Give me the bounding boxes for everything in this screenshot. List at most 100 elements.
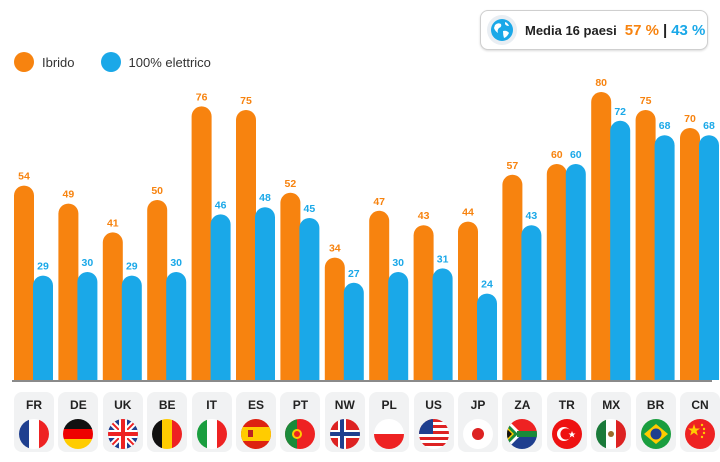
average-label: Media 16 paesi bbox=[525, 22, 617, 38]
country-jp: JP bbox=[458, 392, 498, 452]
country-cn: CN bbox=[680, 392, 720, 452]
flag-norway-icon bbox=[329, 419, 360, 449]
value-label-hybrid-de: 49 bbox=[63, 189, 75, 201]
bar-electric-pl bbox=[388, 272, 409, 380]
country-code: JP bbox=[470, 398, 486, 412]
country-pl: PL bbox=[369, 392, 410, 452]
value-label-hybrid-es: 75 bbox=[240, 95, 252, 107]
bar-electric-za bbox=[521, 225, 542, 380]
bar-hybrid-de bbox=[58, 203, 79, 380]
value-label-hybrid-nw: 34 bbox=[329, 243, 341, 255]
bar-electric-es bbox=[255, 207, 275, 380]
country-nw: NW bbox=[324, 392, 365, 452]
bar-hybrid-us bbox=[413, 225, 434, 380]
flag-spain-icon bbox=[241, 419, 271, 449]
bar-electric-cn bbox=[699, 135, 719, 380]
flag-poland-icon bbox=[374, 419, 405, 449]
bar-electric-us bbox=[432, 268, 453, 380]
bar-hybrid-za bbox=[502, 174, 523, 380]
country-code: ES bbox=[247, 398, 264, 412]
country-code: BR bbox=[646, 398, 665, 412]
flag-mexico-icon bbox=[596, 419, 627, 449]
bar-electric-pt bbox=[299, 218, 320, 380]
value-label-hybrid-fr: 54 bbox=[18, 171, 30, 183]
value-label-hybrid-uk: 41 bbox=[107, 217, 119, 229]
bar-electric-uk bbox=[121, 275, 142, 380]
value-label-electric-tr: 60 bbox=[570, 149, 582, 161]
country-it: IT bbox=[191, 392, 232, 452]
country-code: US bbox=[425, 398, 442, 412]
value-label-electric-es: 48 bbox=[259, 192, 271, 204]
bar-electric-de bbox=[77, 272, 98, 380]
bar-hybrid-es bbox=[236, 110, 256, 380]
flag-brazil-icon bbox=[640, 419, 671, 449]
flag-uk-icon bbox=[107, 419, 138, 449]
value-label-hybrid-tr: 60 bbox=[551, 149, 563, 161]
legend-label-electric: 100% elettrico bbox=[128, 54, 211, 70]
value-label-electric-nw: 27 bbox=[348, 268, 360, 280]
bar-electric-jp bbox=[477, 293, 497, 380]
country-es: ES bbox=[236, 392, 276, 452]
bar-hybrid-pl bbox=[369, 210, 390, 380]
bars-layer bbox=[14, 92, 719, 381]
bar-hybrid-fr bbox=[14, 185, 34, 380]
bar-electric-be bbox=[166, 272, 187, 380]
country-code: NW bbox=[334, 398, 355, 412]
flag-belgium-icon bbox=[152, 419, 183, 449]
flag-germany-icon bbox=[63, 419, 94, 449]
value-label-hybrid-jp: 44 bbox=[462, 207, 474, 219]
value-label-hybrid-za: 57 bbox=[507, 160, 519, 172]
country-code: ZA bbox=[514, 398, 531, 412]
country-code: TR bbox=[558, 398, 575, 412]
bar-electric-nw bbox=[343, 282, 364, 380]
legend-label-hybrid: Ibrido bbox=[42, 54, 75, 70]
country-code: CN bbox=[691, 398, 709, 412]
flag-portugal-icon bbox=[285, 419, 316, 449]
value-label-electric-jp: 24 bbox=[481, 279, 493, 291]
value-label-hybrid-pl: 47 bbox=[373, 196, 385, 208]
value-label-electric-mx: 72 bbox=[614, 106, 626, 118]
bar-electric-fr bbox=[33, 275, 53, 380]
globe-icon bbox=[487, 15, 517, 45]
bar-hybrid-pt bbox=[280, 192, 301, 380]
country-code: UK bbox=[114, 398, 132, 412]
country-code: DE bbox=[70, 398, 87, 412]
bar-electric-tr bbox=[565, 164, 586, 380]
country-code: PL bbox=[381, 398, 397, 412]
country-be: BE bbox=[147, 392, 188, 452]
average-electric-value: 43 % bbox=[671, 21, 706, 39]
value-label-hybrid-it: 76 bbox=[196, 91, 208, 103]
value-label-hybrid-mx: 80 bbox=[595, 77, 607, 89]
bar-hybrid-cn bbox=[680, 128, 700, 380]
average-separator: | bbox=[662, 21, 668, 39]
value-label-hybrid-br: 75 bbox=[640, 95, 652, 107]
value-label-electric-us: 31 bbox=[437, 253, 449, 265]
legend: Ibrido 100% elettrico bbox=[14, 52, 237, 72]
legend-swatch-hybrid bbox=[14, 52, 34, 72]
bar-hybrid-be bbox=[147, 200, 168, 380]
value-label-hybrid-be: 50 bbox=[151, 185, 163, 197]
value-label-electric-za: 43 bbox=[526, 210, 538, 222]
value-label-electric-uk: 29 bbox=[126, 261, 138, 273]
flag-usa-icon bbox=[418, 419, 449, 449]
bar-electric-br bbox=[654, 135, 675, 380]
legend-item-hybrid: Ibrido bbox=[14, 52, 75, 72]
value-label-hybrid-pt: 52 bbox=[285, 178, 297, 190]
value-label-electric-it: 46 bbox=[215, 199, 227, 211]
country-tr: TR bbox=[546, 392, 587, 452]
bar-hybrid-it bbox=[191, 106, 212, 381]
flag-turkey-icon bbox=[551, 419, 582, 449]
flag-south-africa-icon bbox=[507, 419, 538, 449]
value-label-hybrid-cn: 70 bbox=[684, 113, 696, 125]
country-br: BR bbox=[635, 392, 676, 452]
value-label-electric-br: 68 bbox=[659, 120, 671, 132]
country-code: MX bbox=[602, 398, 621, 412]
country-code: FR bbox=[26, 398, 42, 412]
value-label-hybrid-us: 43 bbox=[418, 210, 430, 222]
average-box: Media 16 paesi 57 % | 43 % bbox=[480, 10, 708, 50]
value-label-electric-be: 30 bbox=[170, 257, 182, 269]
country-code: BE bbox=[158, 398, 176, 412]
country-pt: PT bbox=[280, 392, 321, 452]
bar-hybrid-jp bbox=[458, 221, 478, 380]
value-labels-layer: 54 29 49 30 41 29 50 30 76 46 75 48 52 45 34 27 47 30 43 31… bbox=[18, 77, 715, 291]
